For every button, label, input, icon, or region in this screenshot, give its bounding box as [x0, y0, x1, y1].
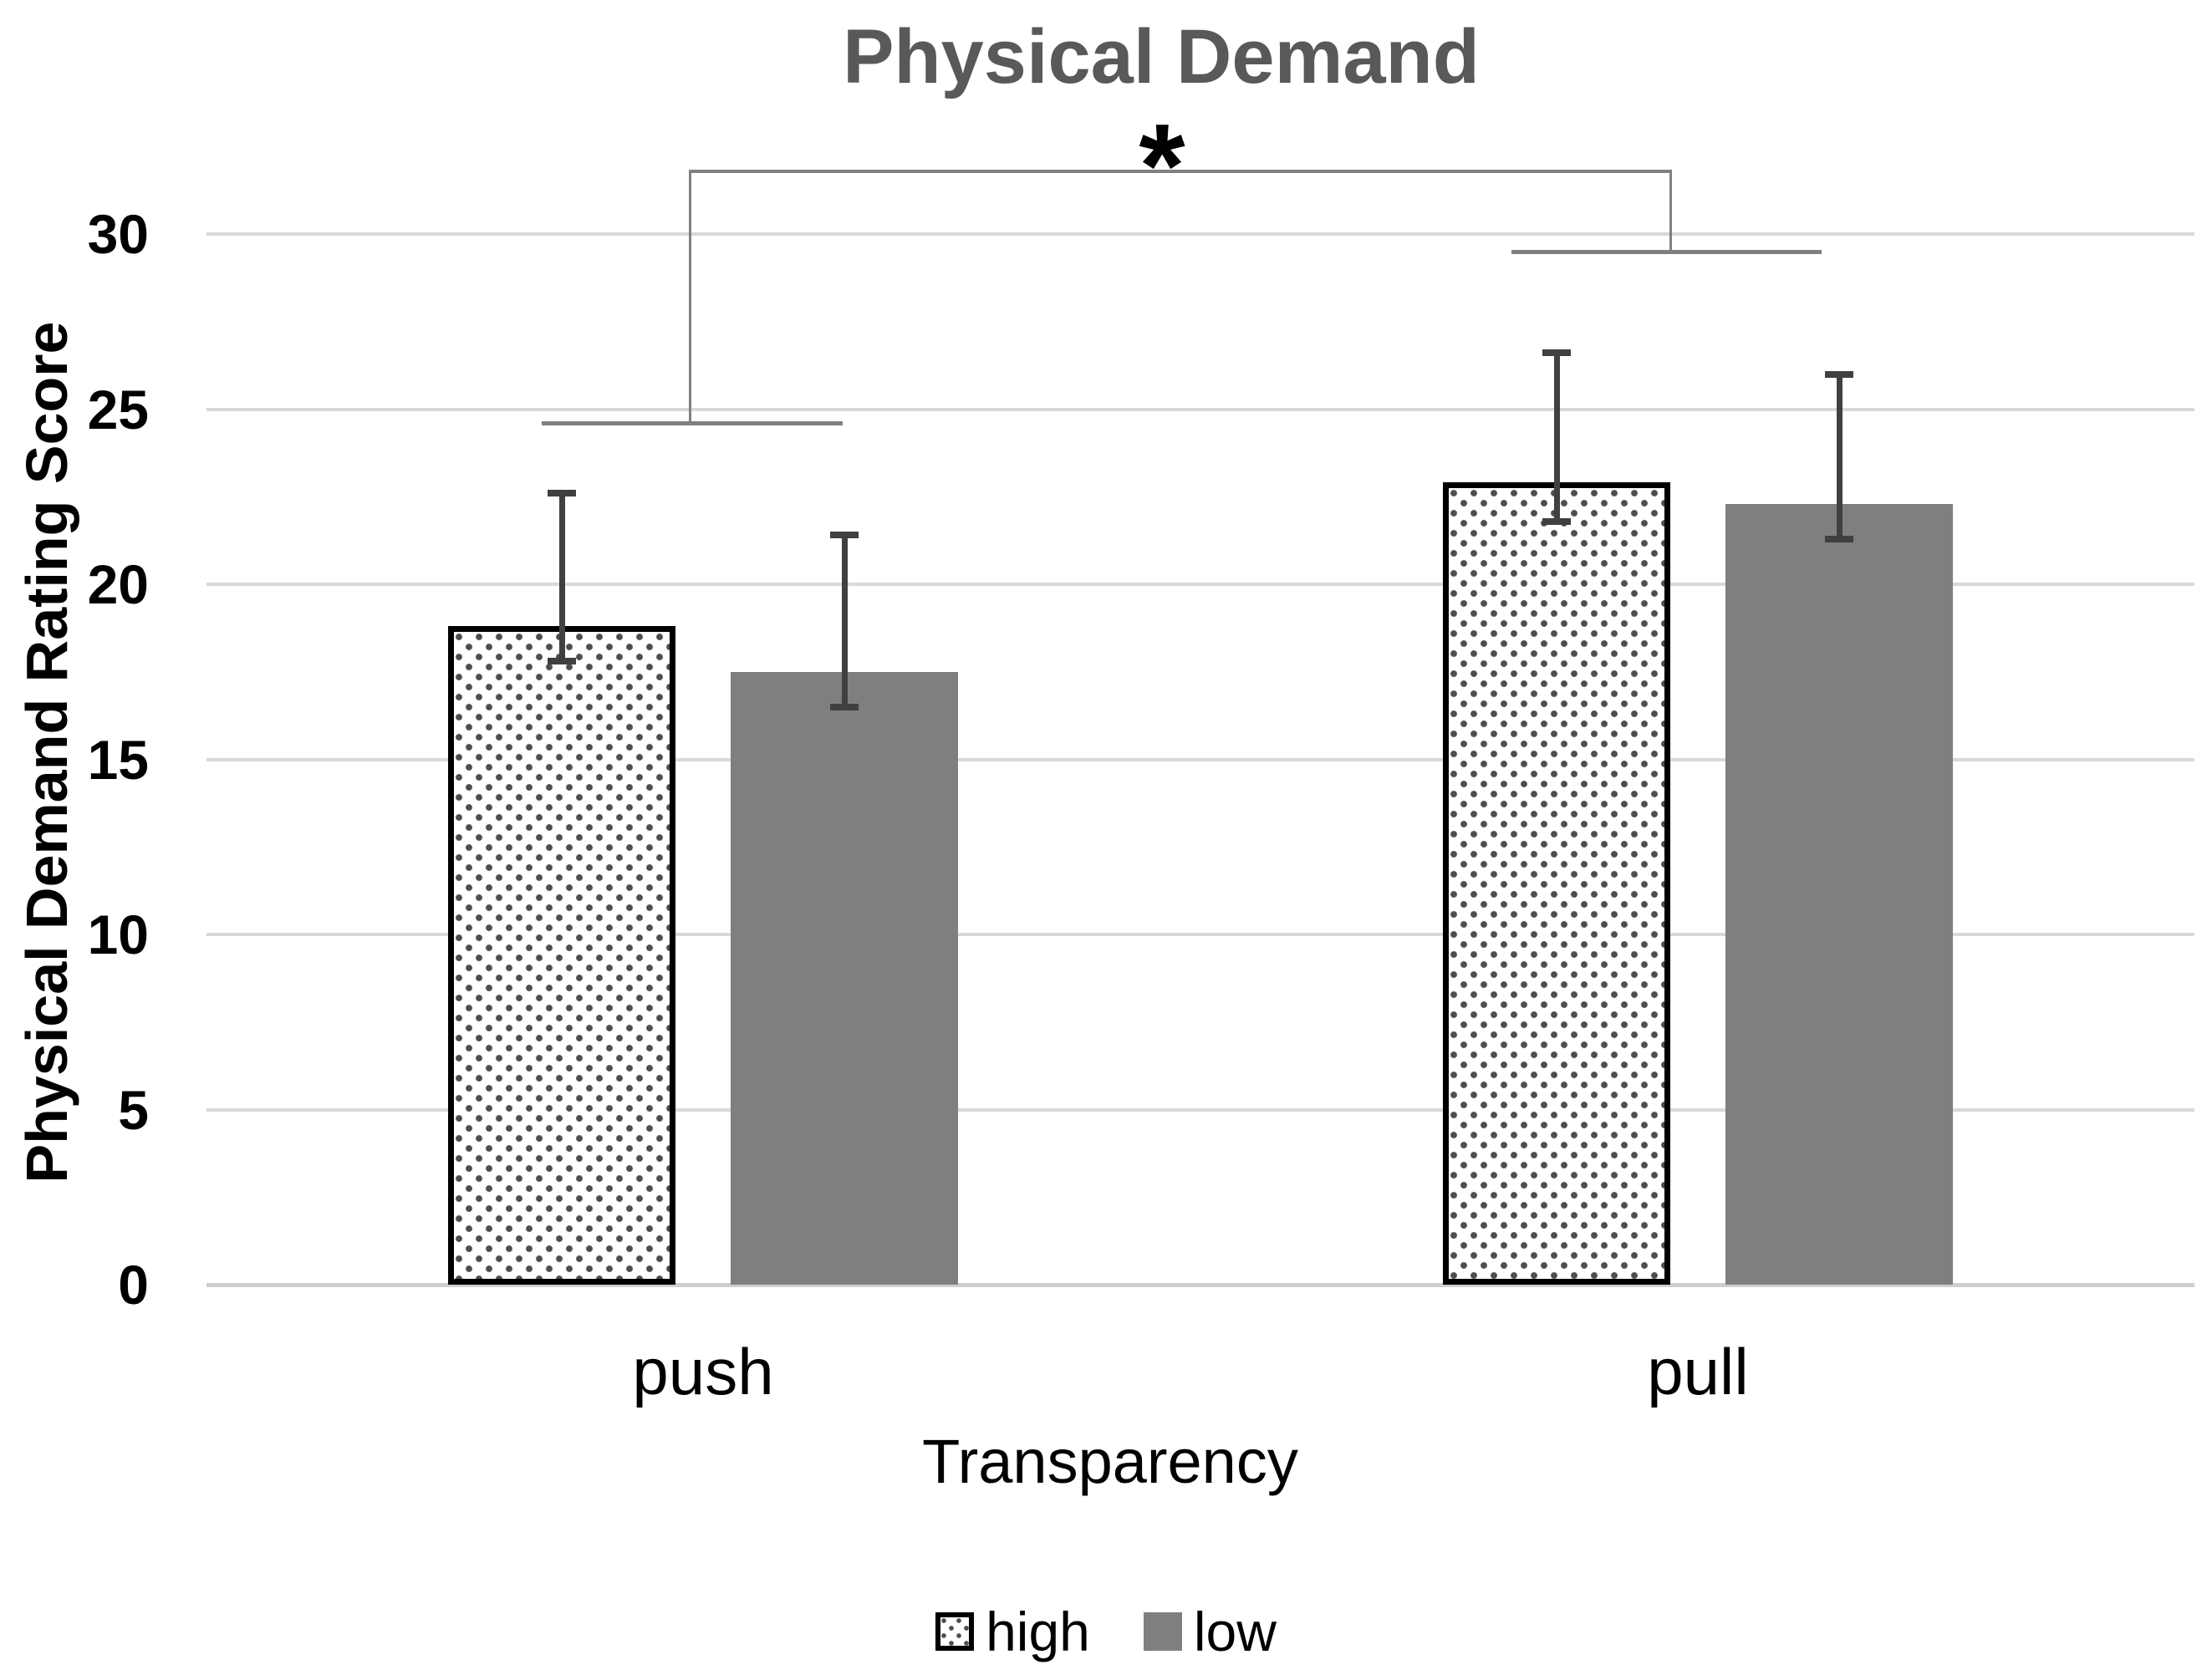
error-bar-pull-high [1553, 353, 1560, 522]
y-tick-label-10: 10 [87, 904, 149, 965]
x-category-label-pull: pull [1647, 1335, 1749, 1408]
error-cap-bottom-pull-high [1542, 517, 1571, 525]
error-cap-bottom-pull-low [1825, 535, 1853, 542]
sig-bracket-left-drop [689, 171, 691, 424]
sig-bracket-right-drop [1669, 171, 1672, 252]
legend: high low [0, 1601, 2212, 1662]
legend-label-low: low [1193, 1601, 1277, 1662]
chart-title: Physical Demand [843, 14, 1480, 99]
error-bar-push-high [558, 493, 565, 662]
error-cap-top-push-high [548, 490, 576, 497]
legend-swatch-high-icon [935, 1612, 975, 1651]
error-cap-top-push-low [830, 532, 859, 539]
error-bar-pull-low [1836, 374, 1842, 539]
x-category-label-push: push [632, 1335, 774, 1408]
y-tick-label-15: 15 [87, 728, 149, 791]
gridline-10 [206, 933, 2194, 936]
error-cap-bottom-push-low [830, 703, 859, 710]
error-cap-top-pull-low [1825, 370, 1853, 378]
gridline-30 [206, 232, 2194, 236]
legend-entry-low: low [1143, 1601, 1277, 1662]
error-cap-bottom-push-high [548, 658, 576, 665]
y-tick-label-5: 5 [118, 1078, 149, 1141]
y-tick-label-30: 30 [87, 203, 149, 265]
bar-push-high [448, 626, 675, 1285]
gridline-0 [206, 1283, 2194, 1287]
gridline-5 [206, 1107, 2194, 1112]
significance-asterisk: * [1139, 99, 1185, 232]
gridline-15 [206, 757, 2194, 761]
y-tick-label-0: 0 [118, 1254, 149, 1316]
sig-bracket-top-line [689, 169, 1672, 173]
error-cap-top-pull-high [1542, 349, 1571, 357]
sig-bracket-pull-whisker [1511, 249, 1822, 254]
sig-bracket-push-whisker [542, 421, 843, 426]
error-bar-push-low [841, 535, 848, 707]
bar-push-low [731, 671, 958, 1285]
gridline-20 [206, 583, 2194, 586]
x-axis-title: Transparency [922, 1427, 1298, 1496]
bar-pull-high [1443, 482, 1670, 1285]
legend-label-high: high [986, 1601, 1090, 1662]
gridline-25 [206, 407, 2194, 411]
legend-swatch-low-icon [1143, 1612, 1182, 1651]
y-tick-label-20: 20 [87, 553, 149, 615]
bar-pull-low [1725, 503, 1953, 1285]
y-tick-label-25: 25 [87, 378, 149, 440]
legend-entry-high: high [935, 1604, 1090, 1659]
